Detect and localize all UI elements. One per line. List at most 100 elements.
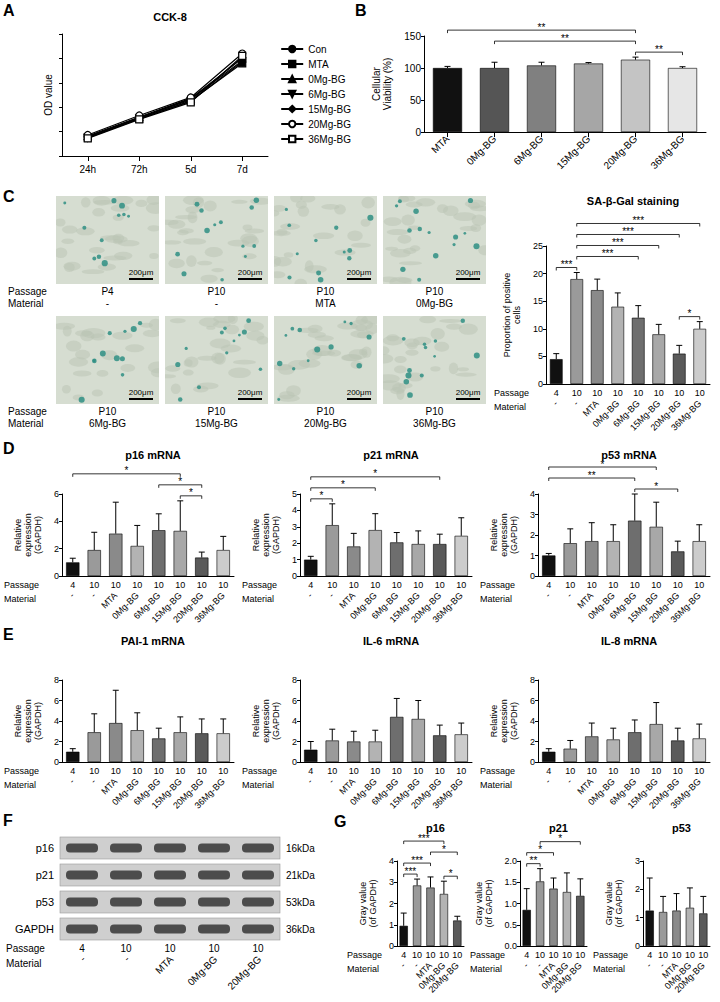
svg-text:200μm: 200μm [238, 268, 263, 277]
svg-text:-: - [121, 954, 131, 964]
svg-text:10: 10 [592, 388, 602, 398]
svg-text:*: * [442, 844, 446, 855]
svg-text:20Mg-BG: 20Mg-BG [673, 960, 707, 994]
svg-text:10: 10 [392, 766, 402, 776]
svg-text:6: 6 [530, 696, 535, 706]
svg-text:-: - [521, 960, 530, 969]
svg-text:0: 0 [292, 571, 297, 581]
svg-text:10: 10 [132, 766, 142, 776]
svg-text:36kDa: 36kDa [286, 924, 315, 935]
svg-text:10: 10 [694, 580, 704, 590]
svg-text:10: 10 [154, 766, 164, 776]
svg-text:36Mg-BG: 36Mg-BG [193, 590, 227, 624]
svg-text:-: - [565, 590, 574, 599]
svg-text:Material: Material [470, 964, 502, 974]
svg-text:4: 4 [292, 505, 297, 515]
svg-text:4: 4 [79, 943, 85, 954]
svg-text:10: 10 [671, 950, 681, 960]
svg-text:4: 4 [647, 950, 652, 960]
svg-text:Gray value: Gray value [358, 882, 368, 926]
svg-text:6: 6 [292, 696, 297, 706]
svg-text:10: 10 [413, 580, 423, 590]
svg-text:2: 2 [530, 530, 535, 540]
svg-text:IL-6 mRNA: IL-6 mRNA [363, 635, 419, 647]
svg-text:2.0: 2.0 [504, 856, 517, 866]
svg-text:200μm: 200μm [129, 388, 154, 397]
svg-text:10: 10 [164, 943, 176, 954]
svg-text:10: 10 [694, 766, 704, 776]
svg-text:**: ** [655, 44, 663, 55]
svg-text:1.0: 1.0 [504, 899, 517, 909]
svg-text:p21: p21 [549, 822, 568, 834]
svg-text:*: * [688, 308, 692, 319]
svg-text:0: 0 [530, 757, 535, 767]
svg-text:0: 0 [635, 941, 640, 951]
svg-text:*: * [373, 468, 377, 479]
svg-text:IL-8 mRNA: IL-8 mRNA [601, 635, 657, 647]
svg-text:20Mg-BG: 20Mg-BG [225, 953, 263, 991]
svg-text:Material: Material [242, 780, 274, 790]
svg-text:cells: cells [512, 306, 522, 325]
svg-text:10: 10 [197, 580, 207, 590]
svg-text:-: - [77, 954, 87, 964]
svg-text:4: 4 [546, 580, 551, 590]
svg-text:10: 10 [565, 580, 575, 590]
svg-text:1: 1 [292, 555, 297, 565]
svg-text:p16: p16 [426, 822, 445, 834]
svg-text:*: * [538, 844, 542, 855]
svg-text:21kDa: 21kDa [286, 870, 315, 881]
svg-text:(of GAPDH): (of GAPDH) [484, 879, 494, 927]
svg-text:10: 10 [658, 950, 668, 960]
svg-text:3: 3 [292, 522, 297, 532]
svg-text:**: ** [588, 470, 596, 481]
svg-text:p53 mRNA: p53 mRNA [601, 449, 657, 461]
svg-text:expression: expression [261, 699, 271, 743]
svg-text:Relative: Relative [489, 705, 499, 738]
svg-text:4: 4 [401, 950, 406, 960]
svg-text:10: 10 [89, 580, 99, 590]
svg-text:50: 50 [410, 95, 422, 106]
svg-text:200μm: 200μm [129, 268, 154, 277]
svg-text:Passage: Passage [6, 943, 45, 954]
svg-text:*: * [558, 833, 562, 844]
svg-text:p21: p21 [36, 869, 54, 881]
svg-text:(GAPDH): (GAPDH) [271, 702, 281, 740]
svg-text:0: 0 [292, 757, 297, 767]
svg-text:4: 4 [54, 516, 59, 526]
svg-text:expression: expression [499, 513, 509, 557]
svg-text:10: 10 [654, 388, 664, 398]
svg-text:72h: 72h [131, 164, 148, 175]
svg-text:36Mg-BG: 36Mg-BG [308, 134, 351, 145]
svg-text:Relative: Relative [251, 519, 261, 552]
svg-text:10: 10 [412, 950, 422, 960]
svg-text:(of GAPDH): (of GAPDH) [614, 879, 624, 927]
svg-text:expression: expression [499, 699, 509, 743]
svg-text:(GAPDH): (GAPDH) [33, 516, 43, 554]
svg-text:Gray value: Gray value [474, 882, 484, 926]
svg-text:Passage: Passage [494, 388, 529, 398]
svg-text:1: 1 [389, 920, 394, 930]
svg-text:10: 10 [349, 580, 359, 590]
svg-text:36Mg-BG: 36Mg-BG [669, 590, 703, 624]
svg-text:-: - [551, 398, 560, 407]
svg-text:10: 10 [456, 766, 466, 776]
svg-text:8: 8 [54, 675, 59, 685]
svg-text:36Mg-BG: 36Mg-BG [669, 398, 703, 432]
svg-text:(GAPDH): (GAPDH) [271, 516, 281, 554]
svg-text:10: 10 [370, 580, 380, 590]
svg-text:10: 10 [435, 580, 445, 590]
svg-text:10: 10 [252, 943, 264, 954]
svg-text:5: 5 [538, 351, 543, 361]
svg-text:*: * [341, 479, 345, 490]
svg-text:0: 0 [54, 571, 59, 581]
svg-text:Passage: Passage [470, 950, 505, 960]
svg-text:-: - [644, 960, 653, 969]
svg-text:expression: expression [261, 513, 271, 557]
svg-text:2: 2 [635, 884, 640, 894]
svg-text:3: 3 [635, 856, 640, 866]
svg-text:***: *** [411, 855, 423, 866]
svg-text:10: 10 [673, 580, 683, 590]
svg-text:4: 4 [54, 716, 59, 726]
svg-text:0: 0 [530, 571, 535, 581]
svg-text:Passage: Passage [347, 950, 382, 960]
